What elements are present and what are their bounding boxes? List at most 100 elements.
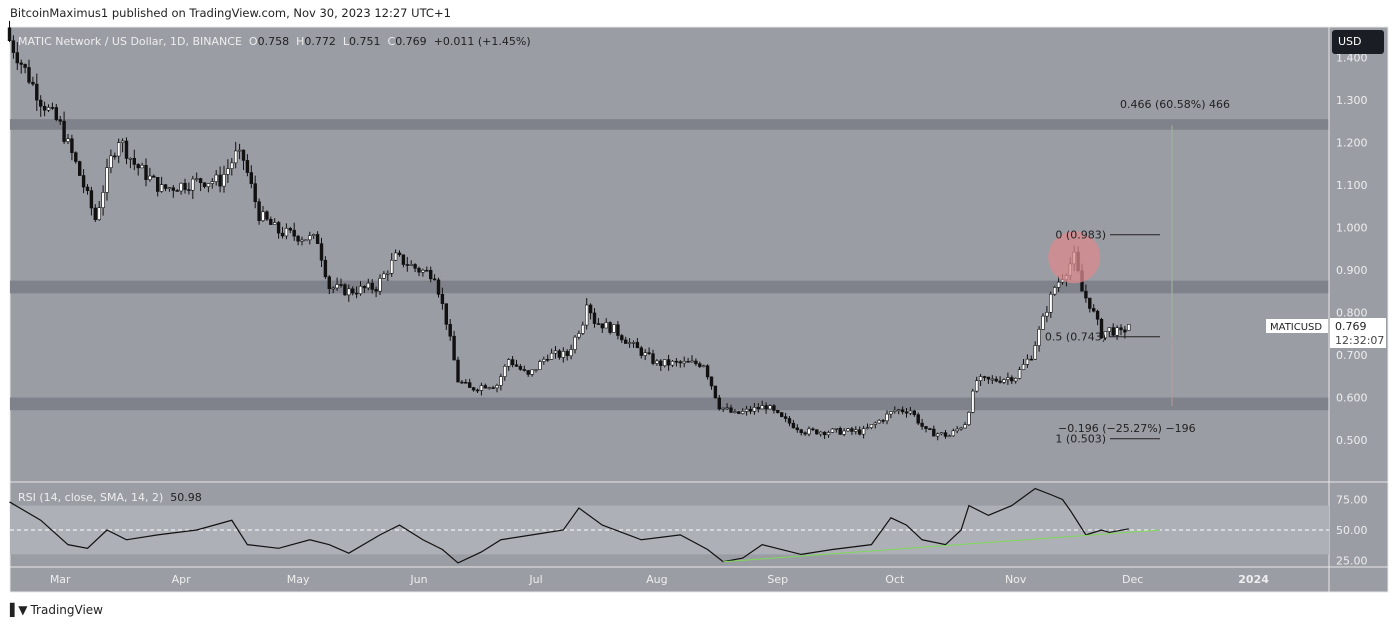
rsi-tick-label: 25.00 [1336,555,1368,568]
candle-body [124,140,129,159]
tradingview-brand: TradingView [30,603,103,617]
candle-body [440,294,445,304]
candle-body [506,359,511,367]
candle-body [682,361,686,364]
candle-body [1025,358,1030,365]
candle-body [803,432,807,435]
candle-body [148,175,152,180]
candle-body [873,422,878,425]
candle-body [713,385,718,399]
time-tick-label: Dec [1122,573,1143,586]
candle-body [943,432,948,437]
candle-body [11,40,16,53]
candle-body [1037,329,1041,346]
candle-body [300,239,304,242]
candle-body [998,380,1002,383]
candle-body [783,416,788,419]
candle-body [705,365,710,378]
candle-body [818,431,823,435]
candle-body [932,428,936,437]
candle-body [1095,310,1100,320]
price-tick-label: 0.900 [1336,264,1368,277]
candle-body [378,278,382,292]
candle-body [733,411,737,413]
candle-body [117,142,121,157]
candle-body [417,268,421,273]
candle-body [514,364,519,367]
candle-body [393,252,398,261]
candle-body [27,67,31,83]
candle-body [206,183,211,187]
rsi-label: RSI (14, close, SMA, 14, 2) [18,491,164,504]
candle-body [1017,369,1022,379]
candle-body [752,407,757,412]
time-tick-label: 2024 [1238,573,1269,586]
candle-body [647,352,651,354]
open-value: 0.758 [257,35,290,48]
candle-body [1041,315,1045,330]
candle-body [421,269,425,273]
close-label: C [387,35,396,48]
candle-body [436,279,441,295]
candle-body [838,428,842,435]
fib-level-label: 1 (0.503) [1055,433,1106,446]
symbol-name: MATIC Network / US Dollar, 1D, BINANCE [18,35,242,48]
candle-body [230,162,234,169]
candle-body [620,335,624,341]
candle-body [479,385,484,391]
symbol-legend: MATIC Network / US Dollar, 1D, BINANCE O… [18,35,531,48]
candle-body [467,382,472,388]
candle-body [140,165,144,169]
candle-body [928,428,932,430]
candle-body [935,433,940,437]
candle-body [655,360,659,364]
candle-body [565,351,569,357]
candle-body [163,184,168,189]
candle-body [982,376,987,378]
candle-body [725,407,729,410]
candle-body [409,264,413,266]
candle-body [7,27,12,41]
candle-body [319,243,324,261]
rsi-trendline [723,529,1161,563]
candle-body [643,352,647,356]
tradingview-logo[interactable]: ▌▼ TradingView [10,603,103,617]
candle-body [335,284,339,289]
measure-down-label: −0.196 (−25.27%) −196 [1058,422,1196,435]
candle-body [311,234,316,236]
candle-body [241,149,246,161]
candle-body [93,207,98,220]
candle-body [495,385,499,389]
currency-button[interactable]: USD [1332,30,1384,54]
price-tick-label: 0.600 [1336,392,1368,405]
candle-body [128,157,133,160]
price-tick-label: 1.200 [1336,137,1368,150]
candle-body [1021,364,1026,370]
candle-body [990,378,995,381]
low-label: L [342,35,349,48]
candle-body [460,381,464,384]
candle-body [526,370,530,375]
candle-body [183,182,187,190]
candle-body [327,276,331,289]
candle-body [401,254,406,265]
candle-body [245,160,250,173]
candle-body [553,350,558,354]
candle-body [308,235,312,241]
candle-body [869,424,874,428]
candle-body [811,428,815,431]
candle-body [666,359,671,366]
candle-body [787,418,792,424]
candle-body [912,410,917,415]
candle-body [444,303,448,325]
price-tag-symbol-bg [1266,319,1328,333]
candle-body [78,161,82,176]
candle-body [218,174,222,187]
candle-body [374,289,378,292]
candle-body [885,413,889,422]
candle-body [795,427,800,431]
candle-body [924,426,928,429]
candle-body [1115,327,1119,336]
time-tick-label: Aug [646,573,667,586]
